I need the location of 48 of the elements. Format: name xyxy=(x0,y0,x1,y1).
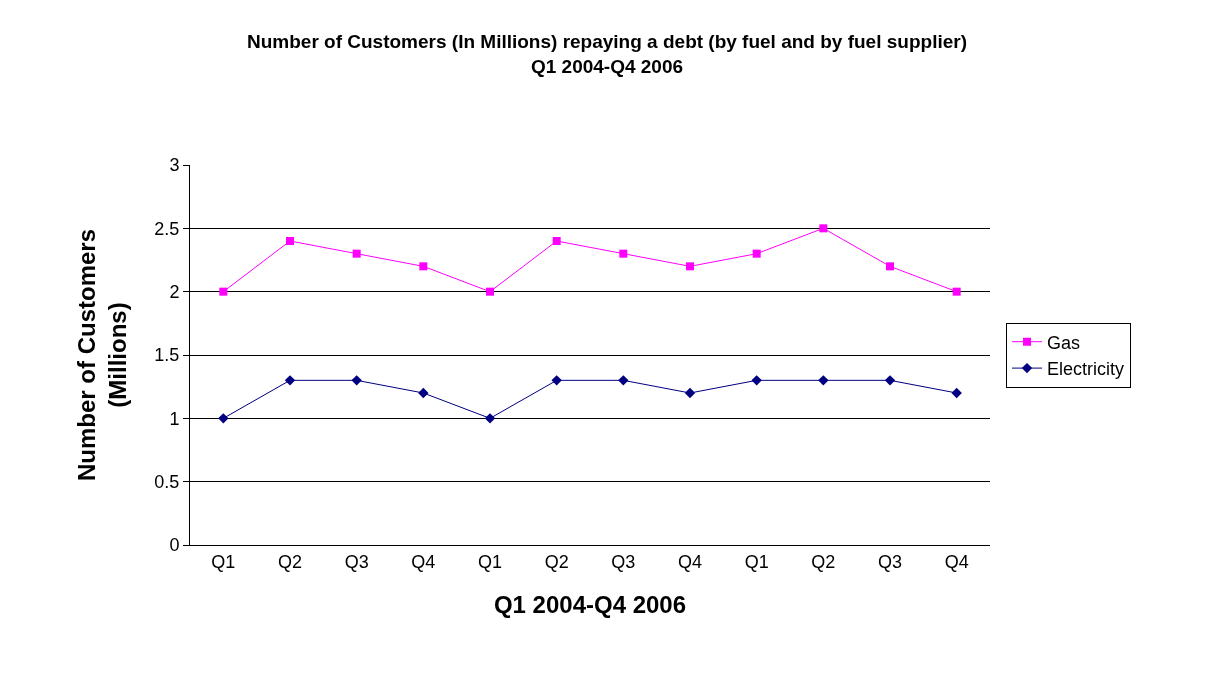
point xyxy=(552,237,561,245)
point xyxy=(686,262,694,271)
y-tick-label: 2 xyxy=(169,281,180,302)
point xyxy=(886,262,894,271)
point xyxy=(951,387,962,399)
x-tick-label: Q1 xyxy=(744,551,769,572)
point xyxy=(284,375,296,386)
chart-title: Number of Customers (In Millions) repaying a debt (by fuel and by fuel supplier) Q1 2004-Q4 2006 xyxy=(247,31,967,77)
y-axis-title: Number of Customers (Millions) xyxy=(73,228,132,482)
x-tick-label: Q1 xyxy=(211,551,236,572)
y-tick-label: 0 xyxy=(169,535,180,556)
x-tick-label: Q3 xyxy=(344,551,369,572)
point xyxy=(952,287,961,296)
point xyxy=(418,387,429,399)
x-tick-label: Q4 xyxy=(944,551,969,572)
point xyxy=(486,287,494,296)
point xyxy=(484,413,496,424)
point xyxy=(752,249,761,258)
x-tick-label: Q3 xyxy=(611,551,636,572)
point xyxy=(684,387,696,399)
legend-label: Gas xyxy=(1047,332,1081,353)
x-tick-label: Q3 xyxy=(877,551,903,572)
point xyxy=(619,249,628,258)
point xyxy=(218,413,229,424)
point xyxy=(286,237,294,245)
legend-label: Electricity xyxy=(1047,359,1125,380)
y-tick-label: 1.5 xyxy=(154,345,180,366)
point xyxy=(818,375,829,386)
x-tick-label: Q2 xyxy=(277,551,303,572)
point xyxy=(419,262,428,271)
x-axis-title: Q1 2004-Q4 2006 xyxy=(493,590,687,618)
y-tick-label: 3 xyxy=(169,155,180,176)
x-tick-label: Q4 xyxy=(677,551,703,572)
point xyxy=(551,375,562,386)
x-tick-label: Q4 xyxy=(411,551,436,572)
point xyxy=(618,375,629,386)
point xyxy=(751,375,762,386)
point xyxy=(351,375,362,386)
point xyxy=(352,249,361,258)
x-tick-label: Q2 xyxy=(544,551,569,572)
point xyxy=(819,224,828,233)
y-tick-label: 2.5 xyxy=(154,218,180,239)
x-tick-label: Q2 xyxy=(811,551,836,572)
x-tick-label: Q1 xyxy=(477,551,503,572)
point xyxy=(219,287,228,296)
y-tick-label: 1 xyxy=(169,408,180,429)
point xyxy=(884,375,896,386)
y-tick-label: 0.5 xyxy=(154,471,180,492)
